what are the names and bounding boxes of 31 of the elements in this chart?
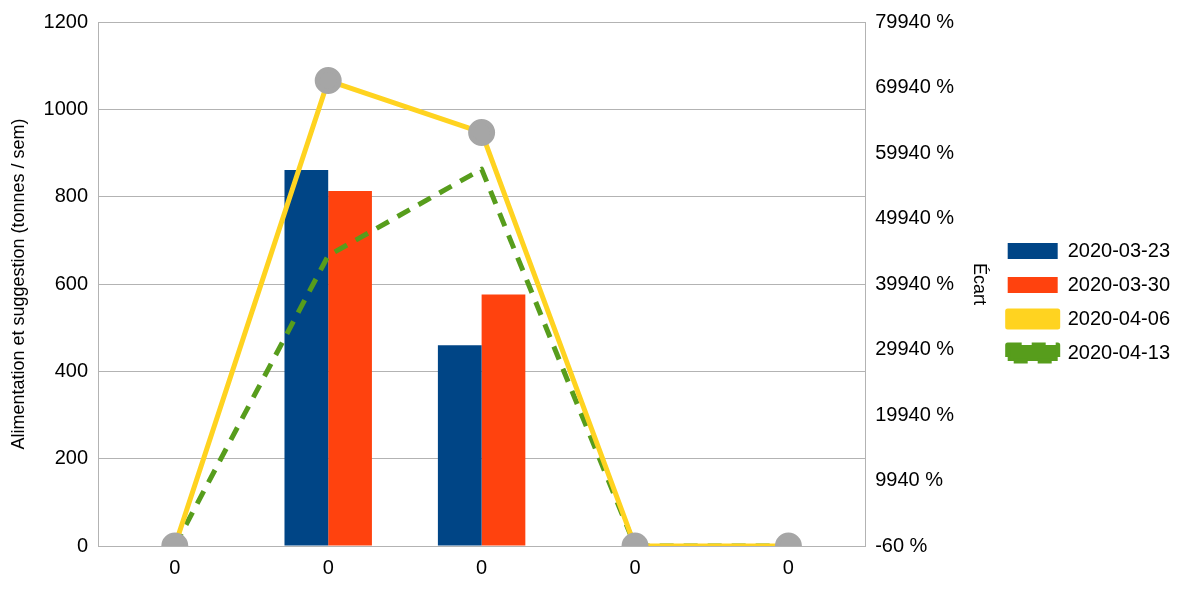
legend-label: 2020-03-30 bbox=[1067, 272, 1171, 295]
x-tick-label: 0 bbox=[322, 555, 334, 578]
legend-label: 2020-04-06 bbox=[1067, 306, 1171, 329]
y-tick-label: 1000 bbox=[43, 96, 89, 119]
y2-tick-label: 49940 % bbox=[875, 206, 955, 229]
y-tick-label: 400 bbox=[54, 358, 89, 381]
y2-tick-label: 59940 % bbox=[875, 140, 955, 163]
bar bbox=[284, 170, 329, 546]
y2-tick-label: 9940 % bbox=[875, 468, 944, 491]
bar bbox=[437, 345, 482, 546]
bar bbox=[328, 190, 372, 546]
y-tick-label: 600 bbox=[54, 271, 89, 294]
y-tick-label: 0 bbox=[76, 533, 89, 556]
y-tick-label: 1200 bbox=[43, 9, 89, 32]
bar bbox=[481, 294, 526, 546]
y2-tick-label: -60 % bbox=[875, 533, 928, 556]
y2-axis-title: Écart bbox=[969, 262, 990, 306]
y-tick-label: 200 bbox=[54, 446, 89, 469]
y2-tick-label: 39940 % bbox=[875, 271, 955, 294]
y-tick-label: 800 bbox=[54, 184, 89, 207]
y-axis-title: Alimentation et suggestion (tonnes / sem) bbox=[7, 118, 28, 450]
y2-tick-label: 29940 % bbox=[875, 337, 955, 360]
x-tick-label: 0 bbox=[476, 555, 488, 578]
y2-tick-label: 19940 % bbox=[875, 402, 955, 425]
y2-tick-label: 69940 % bbox=[875, 75, 955, 98]
legend-label: 2020-04-13 bbox=[1067, 340, 1171, 363]
y2-tick-label: 79940 % bbox=[875, 9, 955, 32]
legend-label: 2020-03-23 bbox=[1067, 238, 1171, 261]
x-tick-label: 0 bbox=[629, 555, 641, 578]
x-tick-label: 0 bbox=[782, 555, 794, 578]
x-tick-label: 0 bbox=[169, 555, 181, 578]
